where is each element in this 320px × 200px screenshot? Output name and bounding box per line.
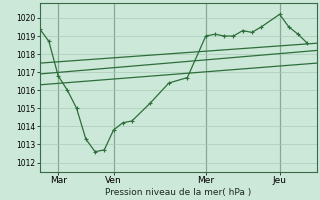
X-axis label: Pression niveau de la mer( hPa ): Pression niveau de la mer( hPa ) bbox=[105, 188, 251, 197]
